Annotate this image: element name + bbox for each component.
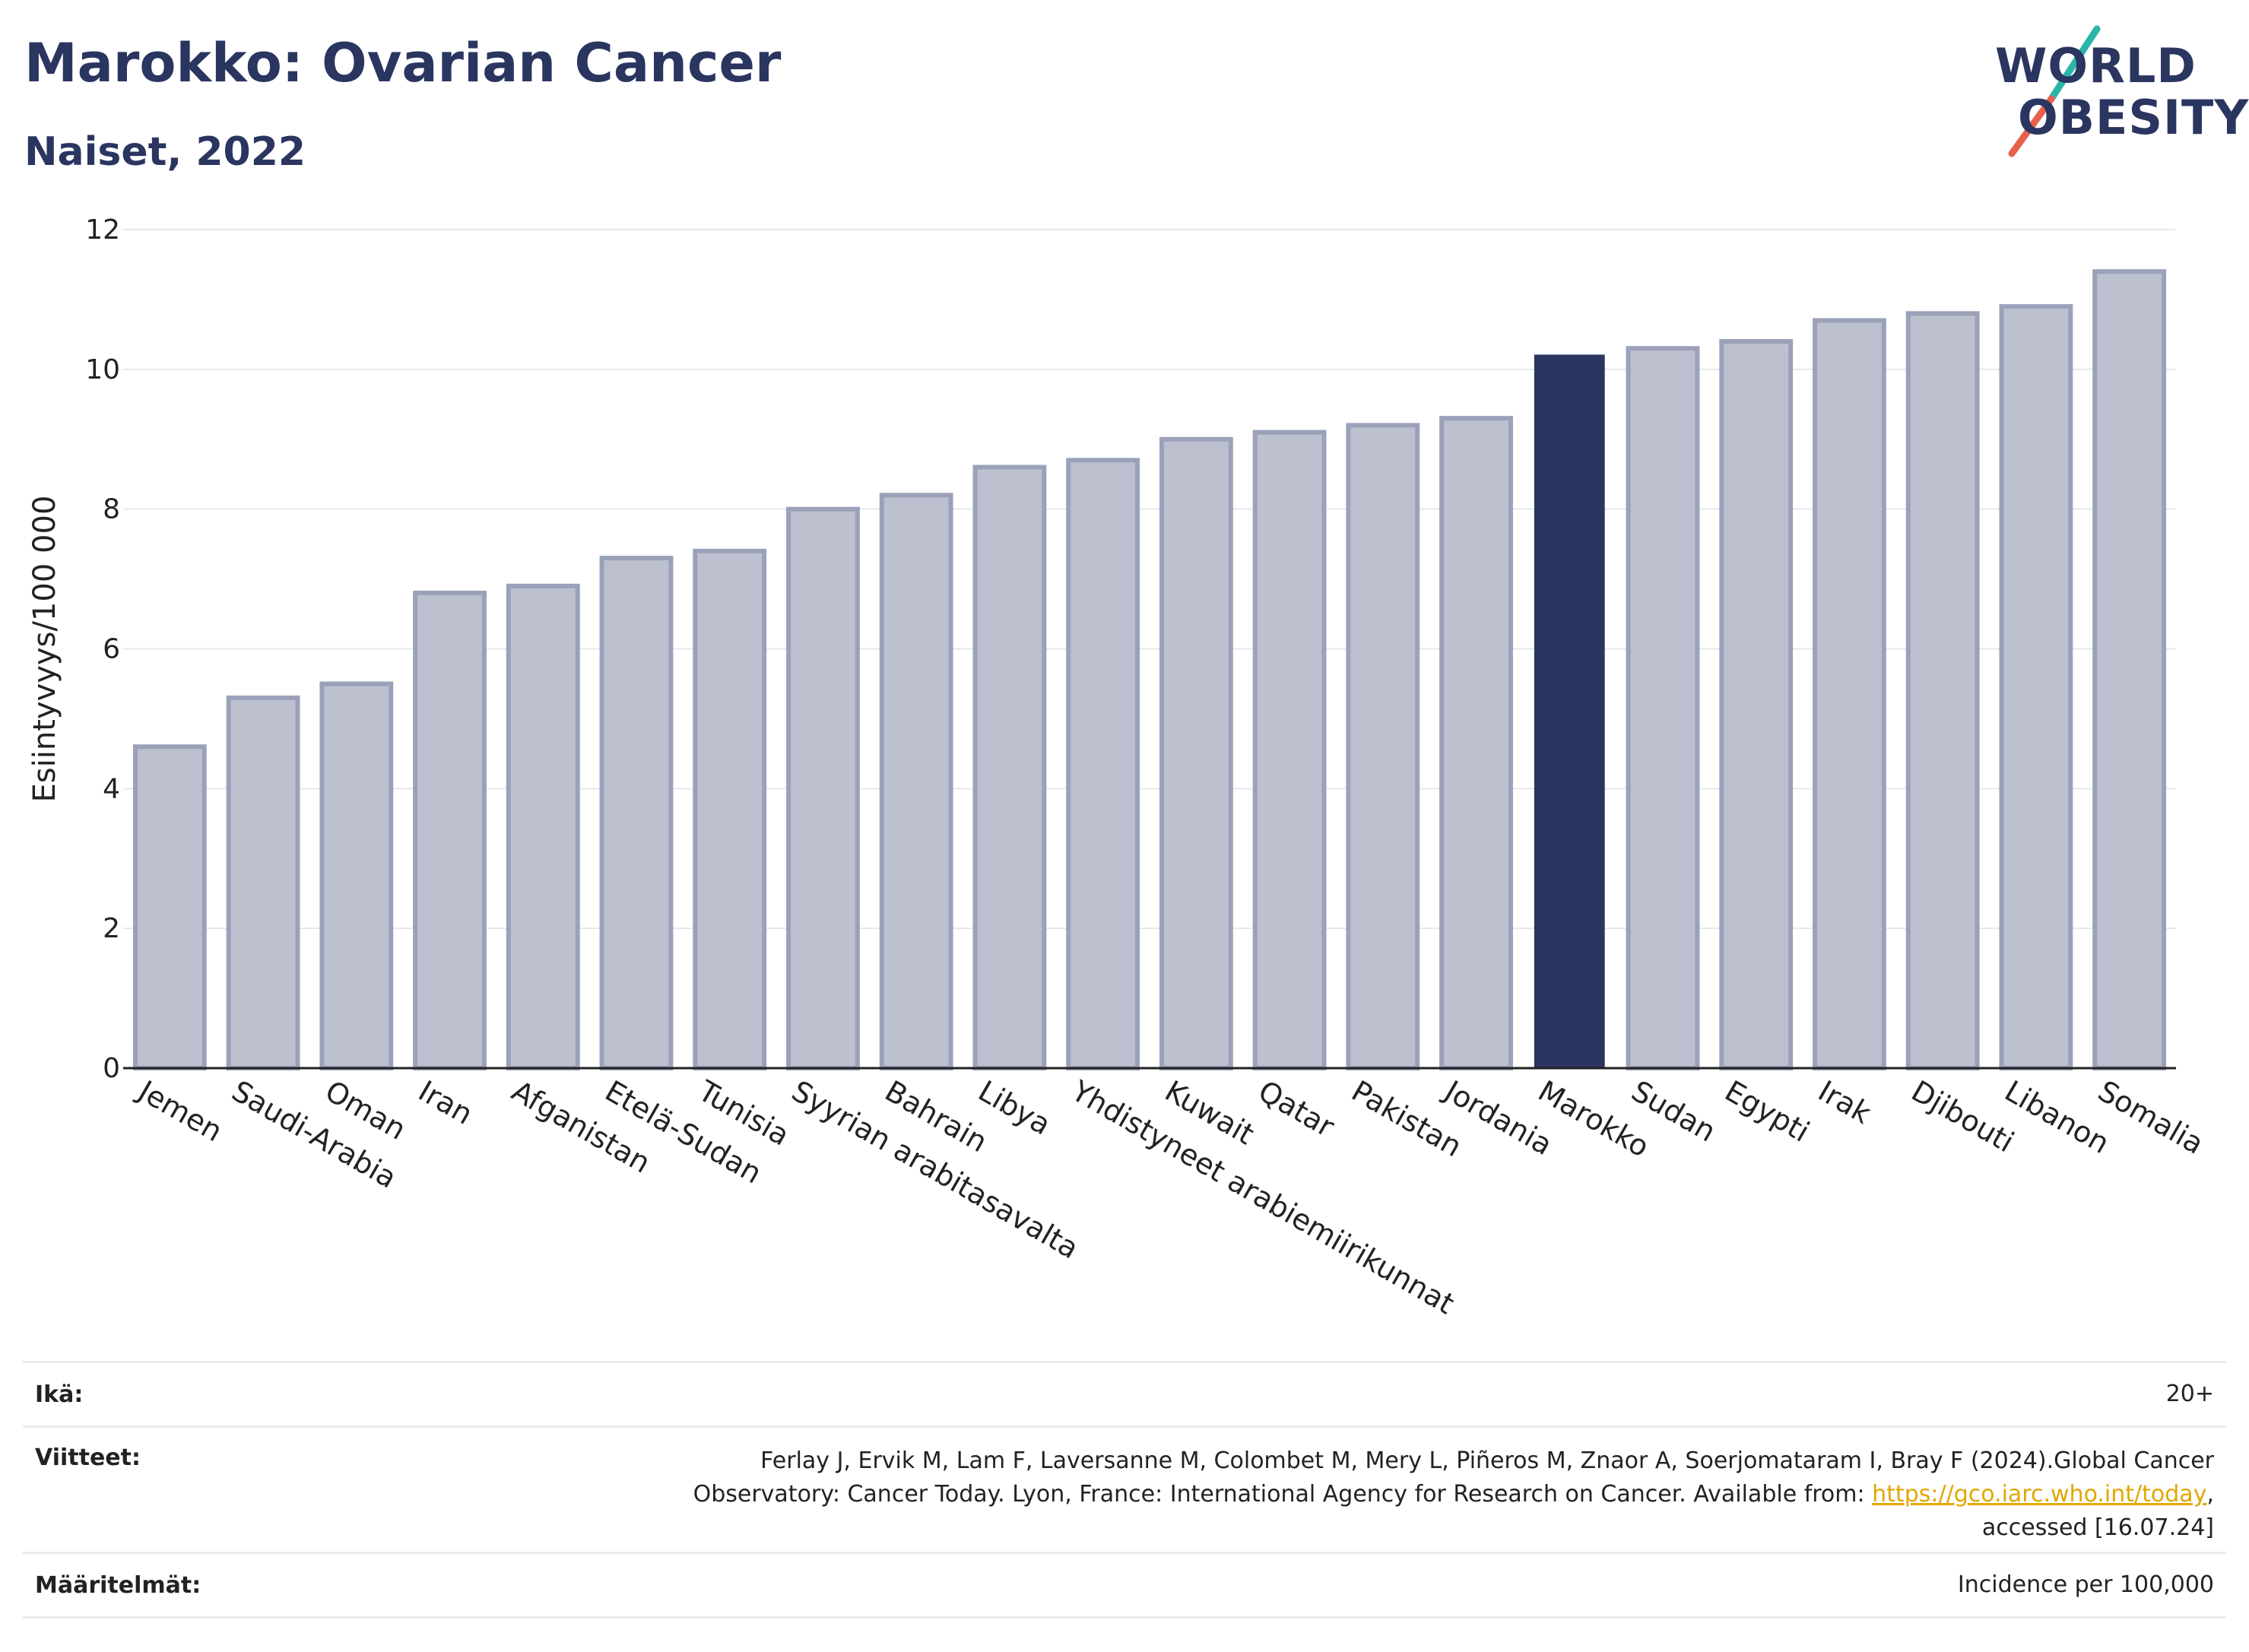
y-tick-label: 8 bbox=[103, 494, 120, 525]
bar-kuwait bbox=[1159, 436, 1233, 1070]
bar-syyrian-arabitasavalta bbox=[786, 506, 860, 1070]
bar-bahrain bbox=[879, 493, 953, 1070]
x-tick-label: Egypti bbox=[1719, 1074, 1815, 1149]
y-axis-label: Esiintyvyys/100 000 bbox=[27, 496, 62, 803]
y-tick-label: 10 bbox=[85, 354, 120, 385]
world-obesity-logo: WORLD OBESITY bbox=[1984, 23, 2248, 160]
bar-irak bbox=[1813, 318, 1886, 1071]
logo-word-world: WORLD bbox=[1995, 38, 2197, 94]
age-value: 20+ bbox=[2165, 1381, 2214, 1407]
page-subtitle: Naiset, 2022 bbox=[24, 129, 306, 175]
references-label: Viitteet: bbox=[35, 1444, 141, 1471]
bar-saudi-arabia bbox=[226, 695, 300, 1070]
definitions-label: Määritelmät: bbox=[35, 1571, 201, 1599]
y-tick-label: 4 bbox=[103, 773, 120, 804]
x-tick-label: Iran bbox=[413, 1074, 478, 1131]
bar-jemen bbox=[132, 744, 207, 1071]
bar-egypti bbox=[1719, 339, 1794, 1071]
chart-footer: Ikä: 20+ Viitteet: Ferlay J, Ervik M, La… bbox=[23, 1361, 2226, 1619]
bar-sudan bbox=[1626, 346, 1700, 1070]
bar-libya bbox=[972, 465, 1047, 1070]
footer-definitions-row: Määritelmät: Incidence per 100,000 bbox=[23, 1552, 2226, 1619]
references-text: Ferlay J, Ervik M, Lam F, Laversanne M, … bbox=[693, 1444, 2226, 1552]
bar-yhdistyneet-arabiemiirikunnat bbox=[1066, 458, 1140, 1070]
logo-slash-icon bbox=[2008, 25, 2101, 157]
bar-marokko bbox=[1534, 354, 1605, 1069]
references-line-2-comma: , bbox=[2206, 1481, 2214, 1508]
age-label: Ikä: bbox=[35, 1381, 84, 1408]
logo-word-obesity: OBESITY bbox=[2018, 90, 2249, 145]
footer-references-row: Viitteet: Ferlay J, Ervik M, Lam F, Lave… bbox=[23, 1425, 2226, 1552]
y-tick-label: 6 bbox=[103, 634, 120, 665]
references-line-2: Observatory: Cancer Today. Lyon, France:… bbox=[693, 1478, 2214, 1511]
x-tick-label: Qatar bbox=[1253, 1074, 1340, 1144]
references-link[interactable]: https://gco.iarc.who.int/today bbox=[1872, 1481, 2207, 1508]
y-tick-label: 0 bbox=[103, 1053, 120, 1084]
x-tick-label: Libanon bbox=[1999, 1074, 2114, 1160]
bar-tunisia bbox=[693, 548, 767, 1071]
bar-somalia bbox=[2092, 269, 2167, 1070]
y-tick-label: 2 bbox=[103, 913, 120, 944]
references-line-1: Ferlay J, Ervik M, Lam F, Laversanne M, … bbox=[760, 1447, 2214, 1474]
definitions-value: Incidence per 100,000 bbox=[1957, 1571, 2214, 1598]
footer-age-row: Ikä: 20+ bbox=[23, 1361, 2226, 1425]
page-title: Marokko: Ovarian Cancer bbox=[24, 32, 782, 94]
bar-libanon bbox=[1999, 304, 2073, 1070]
bar-jordania bbox=[1439, 416, 1513, 1070]
x-tick-label: Irak bbox=[1813, 1074, 1876, 1130]
x-tick-label: Somalia bbox=[2092, 1074, 2209, 1161]
x-tick-label: Djibouti bbox=[1906, 1074, 2020, 1159]
bar-oman bbox=[319, 681, 394, 1070]
bar-qatar bbox=[1252, 430, 1327, 1070]
x-tick-label: Jemen bbox=[132, 1073, 228, 1149]
references-line-2-text: Observatory: Cancer Today. Lyon, France:… bbox=[693, 1481, 1873, 1508]
bar-djibouti bbox=[1905, 311, 1980, 1071]
y-tick-label: 12 bbox=[85, 214, 120, 246]
bar-iran bbox=[413, 590, 487, 1070]
bar-etel-sudan bbox=[599, 556, 674, 1070]
bar-pakistan bbox=[1346, 423, 1420, 1071]
bar-afganistan bbox=[506, 583, 580, 1070]
references-line-3: accessed [16.07.24] bbox=[1981, 1514, 2214, 1541]
